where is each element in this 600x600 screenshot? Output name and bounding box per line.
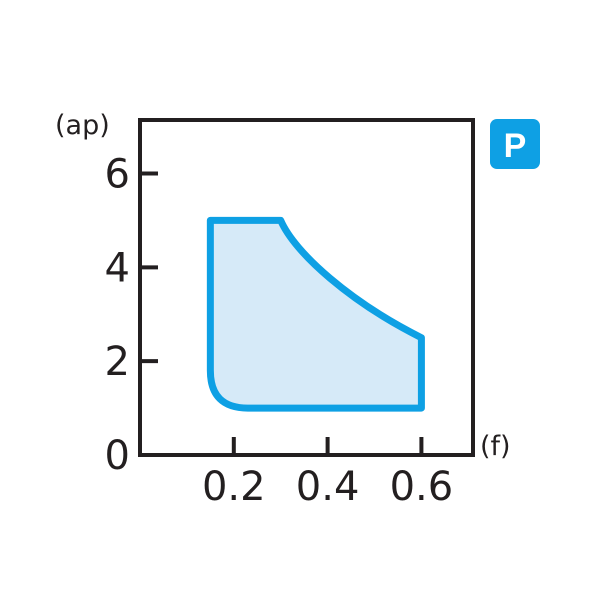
x-tick-label: 0.2 xyxy=(202,464,266,510)
x-tick-label: 0.6 xyxy=(390,464,454,510)
y-axis-label: (ap) xyxy=(55,110,110,141)
svg-text:P: P xyxy=(504,127,527,165)
x-tick-label: 0.4 xyxy=(296,464,360,510)
plot-frame xyxy=(138,118,475,457)
y-tick-label: 6 xyxy=(105,151,130,197)
x-axis-label: (f) xyxy=(480,431,511,462)
y-tick-label: 4 xyxy=(105,245,130,291)
recommended-region xyxy=(206,216,425,412)
y-tick-label: 0 xyxy=(105,433,130,479)
p-badge: P xyxy=(490,119,540,169)
y-tick-label: 2 xyxy=(105,339,130,385)
